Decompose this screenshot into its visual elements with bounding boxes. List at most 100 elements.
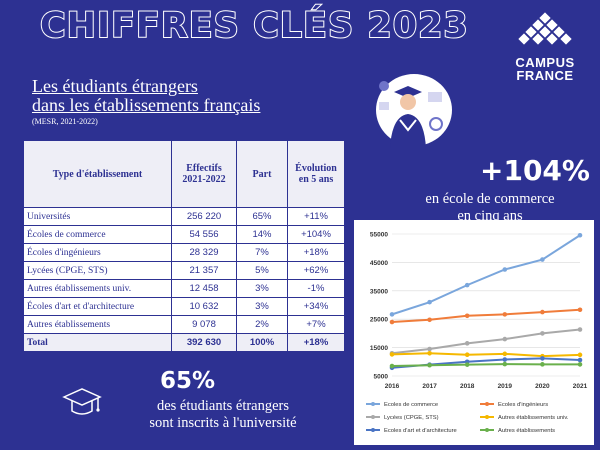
row-effectifs: 256 220 [171, 207, 237, 226]
student-illustration-icon [376, 74, 452, 148]
x-tick-label: 2016 [385, 383, 400, 390]
legend-marker [371, 402, 375, 406]
row-evolution: -1% [287, 279, 345, 298]
data-point [540, 257, 545, 262]
data-point [577, 307, 583, 313]
legend-label: Ecoles de commerce [384, 402, 438, 408]
diamond-pattern-icon [518, 12, 572, 45]
data-point [427, 346, 432, 352]
y-tick-label: 15000 [370, 345, 388, 352]
x-tick-label: 2021 [573, 383, 588, 390]
data-point [464, 352, 470, 357]
row-label: Écoles de commerce [23, 225, 172, 244]
x-tick-label: 2017 [422, 383, 437, 390]
data-point [389, 312, 395, 317]
header-evolution: Évolution en 5 ans [287, 140, 345, 208]
data-point [427, 362, 432, 368]
kpi-university-text: des étudiants étrangers sont inscrits à … [108, 398, 338, 432]
row-part: 3% [236, 279, 288, 298]
row-evolution: +62% [287, 261, 345, 280]
row-effectifs: 12 458 [171, 279, 237, 298]
data-point [389, 363, 395, 369]
row-part: 7% [236, 243, 288, 262]
legend-marker [485, 428, 489, 432]
row-label: Universités [23, 207, 172, 226]
data-point [464, 313, 470, 319]
row-label: Écoles d'art et d'architecture [23, 297, 172, 316]
header-part: Part [236, 140, 288, 208]
page-title: CHIFFRES CLÉS 2023 [39, 5, 469, 47]
row-evolution: +104% [287, 225, 345, 244]
row-part: 3% [236, 297, 288, 316]
total-part: 100% [236, 333, 288, 352]
data-point [577, 232, 583, 238]
total-evolution: +18% [287, 333, 345, 352]
table-header-row: Type d'établissement Effectifs 2021-2022… [23, 140, 345, 208]
table-row: Universités 256 220 65% +11% [23, 207, 345, 226]
data-point [502, 336, 508, 342]
table-row: Écoles d'ingénieurs 28 329 7% +18% [23, 243, 345, 262]
section-title-line-2: dans les établissements français [32, 95, 261, 115]
line-chart-panel: 5000 15000 25000 35000 45000 55000 2016 2017 201… [354, 220, 594, 445]
kpi-commerce-value: +104% [480, 154, 590, 187]
table-row: Autres établissements 9 078 2% +7% [23, 315, 345, 334]
data-point [502, 351, 508, 357]
data-point [464, 362, 470, 367]
table-total-row: Total 392 630 100% +18% [23, 333, 345, 352]
data-point [502, 361, 508, 367]
data-point [502, 267, 508, 272]
legend-label: Autres établissements [498, 428, 555, 434]
y-tick-label: 5000 [374, 374, 389, 381]
row-effectifs: 9 078 [171, 315, 237, 334]
row-part: 2% [236, 315, 288, 334]
row-label: Autres établissements univ. [23, 279, 172, 298]
total-effectifs: 392 630 [171, 333, 237, 352]
data-point [540, 356, 545, 361]
x-tick-label: 2018 [460, 383, 475, 390]
series-line [391, 363, 581, 368]
row-evolution: +7% [287, 315, 345, 334]
data-point [540, 331, 545, 336]
data-point [427, 350, 432, 356]
data-point [427, 317, 432, 323]
series-line [391, 352, 581, 358]
row-part: 14% [236, 225, 288, 244]
row-effectifs: 21 357 [171, 261, 237, 280]
row-effectifs: 28 329 [171, 243, 237, 262]
data-point [502, 312, 508, 317]
data-point [464, 341, 470, 346]
line-chart: 5000 15000 25000 35000 45000 55000 2016 2017 201… [366, 232, 588, 434]
legend-marker [485, 415, 489, 419]
row-label: Lycées (CPGE, STS) [23, 261, 172, 280]
legend-marker [485, 402, 489, 406]
row-part: 65% [236, 207, 288, 226]
data-point [577, 357, 583, 363]
logo-line-1: CAMPUS [515, 55, 575, 70]
row-label: Écoles d'ingénieurs [23, 243, 172, 262]
data-point [540, 309, 545, 315]
logo-line-2: FRANCE [516, 68, 574, 83]
series-line [391, 328, 581, 355]
data-point [577, 327, 583, 332]
total-label: Total [23, 333, 172, 352]
table-row: Écoles de commerce 54 556 14% +104% [23, 225, 345, 244]
series-line [391, 308, 581, 324]
kpi-university-value: 65% [160, 368, 216, 394]
campus-france-logo: CAMPUS FRANCE [510, 12, 580, 82]
data-point [464, 282, 470, 288]
y-tick-label: 45000 [370, 260, 388, 267]
row-evolution: +11% [287, 207, 345, 226]
legend-marker [371, 415, 375, 419]
section-title: Les étudiants étrangers dans les établis… [32, 77, 260, 115]
legend-label: Lycées (CPGE, STS) [384, 415, 439, 421]
data-point [389, 352, 395, 357]
data-point [540, 362, 545, 367]
legend-label: Ecoles d'ingénieurs [498, 402, 548, 408]
row-evolution: +34% [287, 297, 345, 316]
table-row: Autres établissements univ. 12 458 3% -1… [23, 279, 345, 298]
legend-label: Ecoles d'art et d'architecture [384, 428, 457, 434]
y-tick-label: 35000 [370, 288, 388, 295]
legend-label: Autres établissements univ. [498, 415, 569, 421]
data-point [502, 357, 508, 362]
y-tick-label: 25000 [370, 317, 388, 324]
